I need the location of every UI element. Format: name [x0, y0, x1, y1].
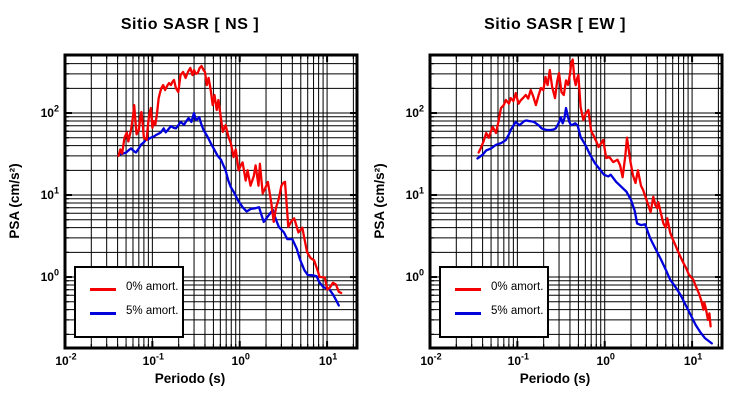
tick-label: 101: [684, 352, 702, 369]
tick-label: 101: [319, 352, 337, 369]
ns-x-axis-label: Periodo (s): [154, 371, 226, 386]
tick-label: 10-1: [143, 352, 164, 369]
tick-label: 100: [597, 352, 615, 369]
red-line-sample: [455, 288, 481, 291]
ns-legend: 0% amort. 5% amort.: [74, 266, 184, 338]
blue-line-sample: [90, 312, 116, 315]
plot-frame: [428, 53, 724, 350]
ew-plot-canvas: 10-2 10-1 100 101 100 101 102: [406, 53, 724, 368]
tick-label: 10-1: [508, 352, 529, 369]
0-amort-curve: [477, 58, 712, 328]
tick-label: 100: [41, 268, 59, 285]
plot-frame: [63, 53, 359, 350]
ew-plot-title: Sitio SASR [ EW ]: [484, 16, 626, 33]
legend-item-label: 5% amort.: [126, 305, 179, 317]
5-amort-curve: [476, 106, 713, 345]
tick-label: 10-2: [420, 352, 441, 369]
legend-item: 0% amort.: [76, 281, 182, 297]
tick-label: 100: [406, 268, 424, 285]
blue-line-sample: [455, 312, 481, 315]
ew-x-axis-label: Periodo (s): [519, 371, 591, 386]
legend-item-label: 0% amort.: [491, 281, 544, 293]
ns-y-axis-label: PSA (cm/s²): [7, 163, 22, 239]
tick-label: 10-2: [55, 352, 76, 369]
tick-label: 101: [41, 186, 59, 203]
ew-plot: Sitio SASR [ EW ] 10-2 10-1 100 101 100 101 10…: [365, 0, 730, 400]
tick-label: 101: [406, 186, 424, 203]
5-amort-curve: [117, 111, 340, 307]
legend-item: 5% amort.: [441, 305, 547, 321]
tick-label: 102: [406, 104, 424, 121]
grid: [429, 55, 722, 348]
legend-item: 5% amort.: [76, 305, 182, 321]
tick-labels: 10-2 10-1 100 101 100 101 102: [41, 104, 338, 368]
legend-item-label: 0% amort.: [126, 281, 179, 293]
tick-label: 102: [41, 104, 59, 121]
tick-label: 100: [232, 352, 250, 369]
tick-labels: 10-2 10-1 100 101 100 101 102: [406, 104, 703, 368]
ew-y-axis-label: PSA (cm/s²): [372, 163, 387, 239]
ns-plot-title: Sitio SASR [ NS ]: [120, 16, 260, 33]
curves: [117, 64, 343, 307]
ns-plot: Sitio SASR [ NS ] 10-2 10-1 100 101 100 101 10…: [7, 16, 359, 386]
ew-legend: 0% amort. 5% amort.: [439, 266, 549, 338]
ns-plot-canvas: 10-2 10-1 100 101 100 101 102: [41, 53, 359, 368]
0-amort-curve: [117, 64, 343, 295]
red-line-sample: [90, 288, 116, 291]
curves: [476, 58, 713, 345]
legend-item: 0% amort.: [441, 281, 547, 297]
legend-item-label: 5% amort.: [491, 305, 544, 317]
